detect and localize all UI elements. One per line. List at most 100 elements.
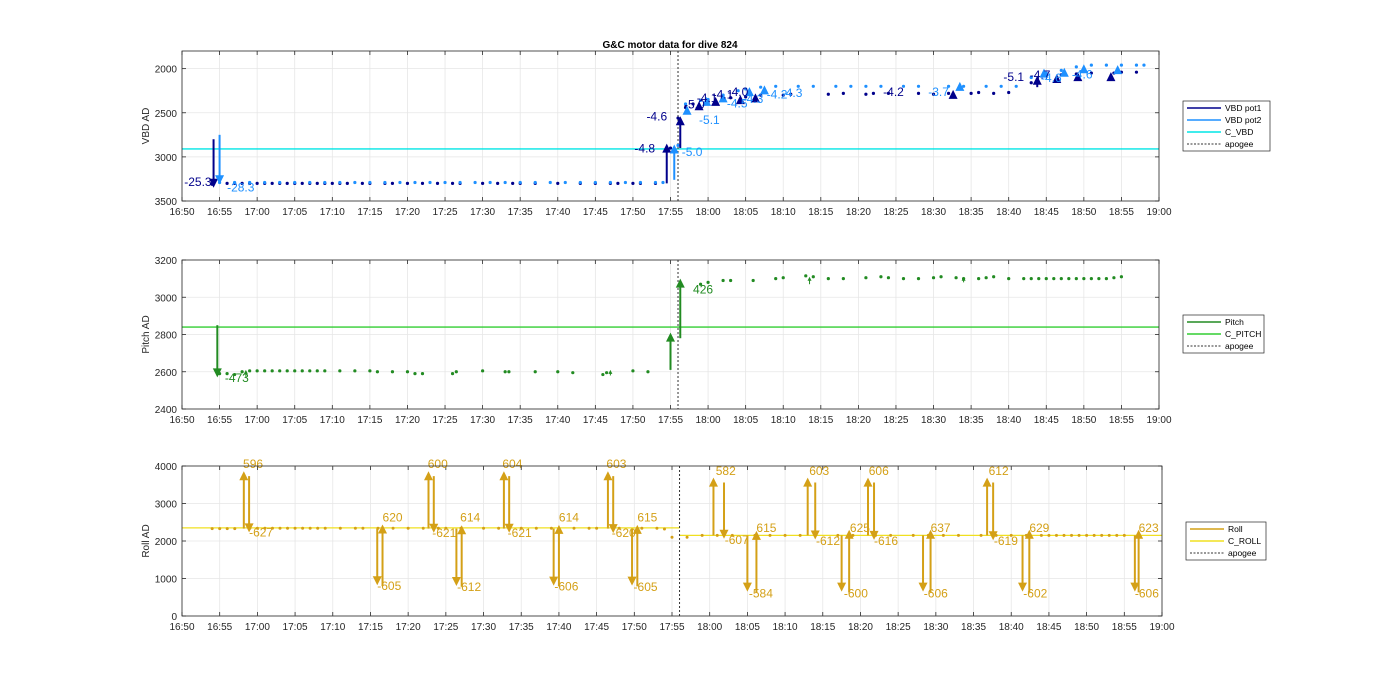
pitch-point [454, 370, 458, 374]
vbd-pot2-point [338, 180, 342, 185]
vbd-pot2-arrow-head [1079, 64, 1089, 74]
pitch-point [503, 370, 507, 374]
roll-data-label: -605 [377, 579, 401, 593]
roll-point [293, 526, 297, 530]
roll-arrow-head [869, 530, 879, 540]
roll-arrow-head [837, 582, 847, 592]
vbd-x-tick-label: 18:10 [771, 207, 796, 218]
vbd-pot2-arrow-head [682, 105, 692, 115]
vbd-pot1-point [668, 146, 673, 150]
vbd-x-tick-label: 17:50 [620, 207, 645, 218]
pitch-x-tick-label: 17:55 [658, 415, 683, 426]
pitch-x-tick-label: 18:40 [996, 415, 1021, 426]
pitch-point [1059, 277, 1063, 281]
pitch-point [255, 369, 259, 373]
vbd-x-tick-label: 17:10 [320, 207, 345, 218]
vbd-pot2-point [593, 180, 597, 185]
vbd-y-tick-label: 3500 [155, 197, 178, 208]
vbd-pot2-arrow-head [1113, 65, 1123, 75]
pitch-y-tick-label: 3000 [155, 293, 178, 304]
vbd-pot2-point [1089, 63, 1093, 67]
vbd-pot2-point [608, 180, 612, 185]
roll-x-tick-label: 17:00 [245, 622, 270, 633]
vbd-pot1-data-label: -4.1 [697, 91, 718, 105]
vbd-pot2-point [946, 84, 951, 88]
roll-arrow-head [742, 582, 752, 592]
vbd-x-tick-label: 18:40 [996, 207, 1021, 218]
roll-arrow-head [603, 471, 613, 481]
roll-arrow-head [863, 477, 873, 487]
roll-point [263, 526, 267, 530]
pitch-x-tick-label: 18:55 [1109, 415, 1134, 426]
roll-point [421, 526, 425, 530]
pitch-point [646, 370, 650, 374]
roll-point [519, 526, 523, 530]
roll-arrow-head [988, 531, 998, 541]
roll-arrow-head [554, 524, 564, 534]
roll-data-label: 600 [428, 457, 448, 471]
roll-arrow-head [239, 471, 249, 481]
pitch-x-tick-label: 17:30 [470, 415, 495, 426]
roll-data-label: -612 [816, 534, 840, 548]
pitch-point [263, 369, 267, 373]
roll-point [655, 526, 659, 530]
vbd-pot2-data-label: -5.0 [682, 145, 703, 159]
vbd-x-tick-label: 18:45 [1034, 207, 1059, 218]
roll-point [768, 533, 772, 537]
vbd-pot2-arrow-head [744, 87, 754, 97]
vbd-x-tick-label: 18:00 [696, 207, 721, 218]
pitch-point [248, 369, 252, 373]
pitch-y-axis-label: Pitch AD [141, 315, 152, 353]
roll-point [301, 526, 305, 530]
pitch-data-label: -473 [225, 371, 249, 385]
pitch-x-tick-label: 18:45 [1034, 415, 1059, 426]
pitch-x-tick-label: 18:20 [846, 415, 871, 426]
vbd-x-tick-label: 18:15 [808, 207, 833, 218]
pitch-x-tick-label: 16:50 [169, 415, 194, 426]
roll-axes-box [181, 465, 1163, 617]
vbd-pot1-point [556, 181, 560, 185]
roll-data-label: -627 [249, 526, 273, 540]
vbd-pot1-point [225, 181, 229, 185]
vbd-x-tick-label: 17:40 [545, 207, 570, 218]
vbd-pot1-point [1089, 71, 1093, 75]
roll-x-tick-label: 17:50 [622, 622, 647, 633]
roll-point [730, 533, 734, 537]
roll-arrow-head [608, 524, 618, 534]
roll-data-label: -607 [725, 533, 749, 547]
vbd-pot1-arrow-head [662, 143, 672, 153]
pitch-point [450, 372, 455, 376]
roll-legend-label: apogee [1228, 548, 1257, 558]
roll-point [534, 526, 538, 530]
roll-arrow-head [372, 576, 382, 586]
roll-y-tick-label: 2000 [155, 537, 178, 548]
vbd-pot1-point [676, 116, 680, 120]
vbd-pot2-data-label: -4.3 [782, 86, 803, 100]
pitch-point [751, 278, 755, 283]
pitch-x-tick-label: 17:10 [320, 415, 345, 426]
pitch-point [1029, 277, 1033, 281]
pitch-arrow-head [212, 368, 222, 378]
vbd-pot2-arrow-head [702, 96, 712, 106]
vbd-pot1-point [405, 181, 410, 185]
vbd-pot1-arrow-head [1032, 75, 1042, 85]
roll-x-tick-label: 17:45 [584, 622, 609, 633]
roll-point [391, 526, 395, 530]
roll-point [941, 533, 945, 537]
roll-point [640, 526, 644, 530]
vbd-pot2-data-label: -4.5 [727, 96, 748, 110]
roll-arrow-head [632, 524, 642, 534]
vbd-pot2-point [578, 180, 582, 185]
vbd-pot1-point [1029, 81, 1033, 85]
vbd-pot2-point [233, 180, 237, 185]
vbd-pot1-point [946, 91, 951, 95]
vbd-pot2-data-label: -28.3 [227, 180, 255, 194]
vbd-pot2-point [864, 84, 868, 88]
roll-x-tick-label: 17:30 [471, 622, 496, 633]
pitch-point [293, 369, 297, 373]
vbd-pot2-point [458, 180, 462, 185]
roll-x-tick-label: 18:35 [961, 622, 986, 633]
roll-arrow-head [1024, 529, 1034, 539]
roll-legend-label: C_ROLL [1228, 536, 1261, 546]
vbd-pot2-arrow-head [1059, 67, 1069, 77]
